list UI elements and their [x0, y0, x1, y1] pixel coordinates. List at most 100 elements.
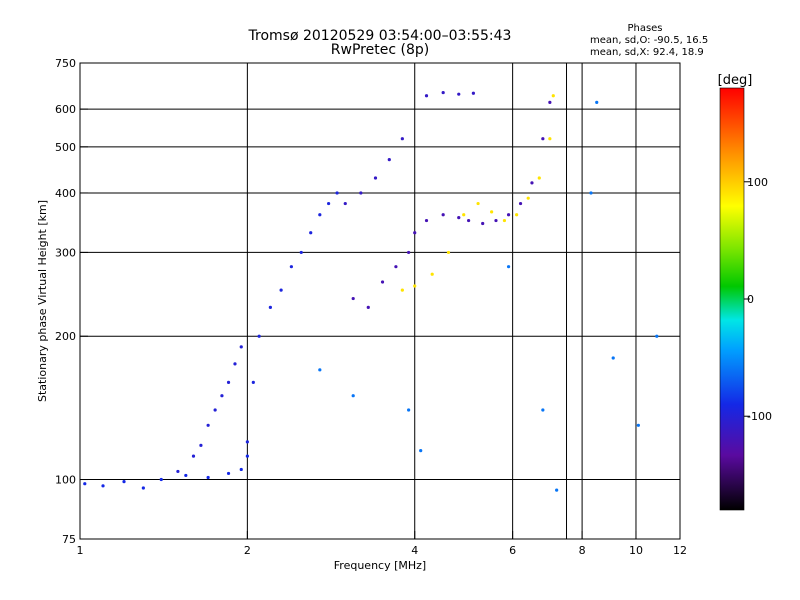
- colorbar-tick-label: 0: [747, 293, 754, 306]
- data-point: [184, 473, 188, 478]
- data-point: [309, 231, 313, 235]
- colorbar: [719, 87, 745, 511]
- data-point: [226, 380, 231, 384]
- series-group: [400, 94, 555, 292]
- data-point: [373, 176, 378, 180]
- data-point: [226, 471, 231, 476]
- y-tick-label: 300: [55, 246, 76, 259]
- data-point: [359, 191, 363, 195]
- series-group: [176, 345, 243, 474]
- data-point: [159, 477, 163, 482]
- data-point: [327, 201, 331, 206]
- data-point: [191, 454, 196, 458]
- data-point: [515, 213, 519, 217]
- data-point: [380, 280, 385, 284]
- x-tick-label: 2: [244, 544, 251, 557]
- data-points: [83, 90, 659, 492]
- y-tick-label: 75: [62, 533, 76, 546]
- phases-heading: Phases: [627, 23, 662, 34]
- data-point: [526, 196, 530, 200]
- data-point: [548, 100, 552, 104]
- series-group: [83, 454, 249, 490]
- data-point: [251, 380, 255, 384]
- data-point: [595, 100, 599, 104]
- data-point: [518, 201, 523, 206]
- y-tick-label: 500: [55, 141, 76, 154]
- data-point: [220, 394, 224, 398]
- x-tick-label: 12: [673, 544, 687, 557]
- data-point: [551, 94, 555, 98]
- series-group: [318, 100, 659, 492]
- data-point: [407, 408, 411, 412]
- y-tick-label: 400: [55, 187, 76, 200]
- data-point: [457, 92, 461, 96]
- data-point: [462, 213, 466, 217]
- data-point: [394, 265, 398, 269]
- x-axis-label: Frequency [MHz]: [334, 559, 426, 572]
- data-point: [611, 356, 615, 360]
- data-point: [176, 469, 180, 474]
- data-point: [494, 218, 498, 223]
- x-tick-label: 10: [629, 544, 643, 557]
- data-point: [530, 181, 534, 185]
- colorbar-ticks: 100 0 -100: [744, 176, 772, 423]
- data-point: [541, 408, 545, 412]
- data-point: [351, 394, 355, 398]
- data-point: [318, 213, 322, 217]
- y-tick-label: 100: [55, 474, 76, 487]
- data-point: [279, 288, 283, 292]
- colorbar-tick-label: 100: [747, 176, 768, 189]
- data-point: [476, 201, 480, 206]
- data-point: [206, 423, 210, 427]
- data-point: [289, 265, 293, 269]
- data-point: [502, 218, 507, 223]
- data-point: [490, 210, 494, 214]
- data-point: [636, 423, 640, 427]
- data-point: [441, 213, 445, 217]
- data-point: [467, 218, 471, 223]
- data-point: [548, 137, 552, 141]
- data-point: [471, 91, 475, 95]
- x-tick-label: 6: [509, 544, 516, 557]
- series-group: [351, 100, 552, 309]
- y-axis-label: Stationary phase Virtual Height [km]: [36, 200, 49, 402]
- data-point: [506, 265, 511, 269]
- x-tick-label: 1: [77, 544, 84, 557]
- data-point: [457, 216, 461, 220]
- data-point: [400, 137, 404, 141]
- data-point: [257, 334, 261, 338]
- data-point: [400, 288, 404, 292]
- data-point: [268, 305, 272, 309]
- data-point: [318, 368, 322, 372]
- data-point: [245, 440, 249, 444]
- data-point: [343, 201, 347, 206]
- data-point: [506, 213, 511, 217]
- y-tick-label: 750: [55, 57, 76, 70]
- phases-line-x: mean, sd,X: 92.4, 18.9: [590, 47, 704, 58]
- data-point: [589, 191, 593, 195]
- x-tick-label: 8: [579, 544, 586, 557]
- y-tick-label: 200: [55, 330, 76, 343]
- data-point: [101, 484, 105, 488]
- data-point: [541, 137, 545, 141]
- series-group: [343, 90, 475, 206]
- data-point: [239, 467, 243, 472]
- data-point: [122, 480, 126, 484]
- data-point: [366, 305, 370, 309]
- data-point: [83, 482, 87, 486]
- chart-title: Tromsø 20120529 03:54:00–03:55:43: [248, 28, 512, 44]
- plot-frame: [79, 62, 681, 540]
- x-tick-label: 4: [411, 544, 418, 557]
- data-point: [419, 449, 423, 453]
- data-point: [206, 475, 210, 480]
- data-point: [141, 486, 145, 490]
- data-point: [239, 345, 243, 349]
- grid: [80, 63, 680, 539]
- data-point: [387, 158, 391, 162]
- data-point: [335, 191, 339, 195]
- data-point: [213, 408, 217, 412]
- data-point: [199, 443, 203, 447]
- data-point: [233, 362, 237, 366]
